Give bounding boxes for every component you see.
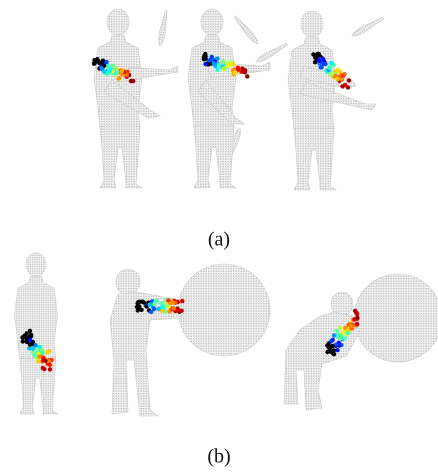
point [114,71,118,75]
point [40,351,44,355]
point [97,59,101,63]
point [233,70,237,74]
point [166,298,170,302]
point [329,61,333,65]
point [349,324,353,328]
person-b1 [14,253,57,414]
point [152,302,156,306]
point [245,74,249,78]
point [129,79,133,83]
point [41,366,45,370]
point [102,63,106,67]
point [338,326,342,330]
point [343,336,347,340]
point [317,58,321,62]
point [33,343,37,347]
point [215,68,219,72]
point [36,359,40,363]
point [142,300,146,304]
point [120,69,124,73]
point [28,329,32,333]
person-a3 [288,11,385,190]
panel-label: (a) [208,229,230,251]
point [329,339,333,343]
point [135,305,139,309]
point [102,69,106,73]
point [330,344,334,348]
panel-label: (b) [207,446,230,468]
point [21,339,25,343]
point [317,52,321,56]
point [203,52,207,56]
point [329,73,333,77]
point [37,345,41,349]
point [33,353,37,357]
point [125,73,129,77]
point [170,300,174,304]
figure: (a) (b) [0,0,438,473]
point [336,77,340,81]
point [354,310,358,314]
point [212,61,216,65]
point [139,308,143,312]
point [117,76,121,80]
point [136,300,140,304]
point [45,350,49,354]
point [156,307,160,311]
point [180,299,184,303]
point [327,66,331,70]
point [203,57,207,61]
point [345,331,349,335]
point [226,64,230,68]
point [343,326,347,330]
point [311,52,315,56]
point [327,349,331,353]
point [179,309,183,313]
point [30,342,34,346]
point [335,69,339,73]
point [92,58,96,62]
point [319,65,323,69]
point [222,66,226,70]
point [215,56,219,60]
point [108,69,112,73]
point [332,352,336,356]
point [172,306,176,310]
point [347,78,351,82]
person-a2 [188,9,289,188]
point [43,359,47,363]
point [355,322,359,326]
point [332,348,336,352]
point [208,58,212,62]
point [241,67,245,71]
point [147,303,151,307]
point [29,334,33,338]
person-b3 [284,274,438,410]
point [48,367,52,371]
point [335,348,339,352]
point [352,317,356,321]
point [164,303,168,307]
point [28,338,32,342]
point [342,72,346,76]
point [37,354,41,358]
point [340,84,344,88]
person-b2 [110,264,270,416]
point [160,305,164,309]
point [204,62,208,66]
point [340,77,344,81]
point [152,307,156,311]
point [336,332,340,336]
point [217,63,221,67]
point [325,343,329,347]
point [231,62,235,66]
